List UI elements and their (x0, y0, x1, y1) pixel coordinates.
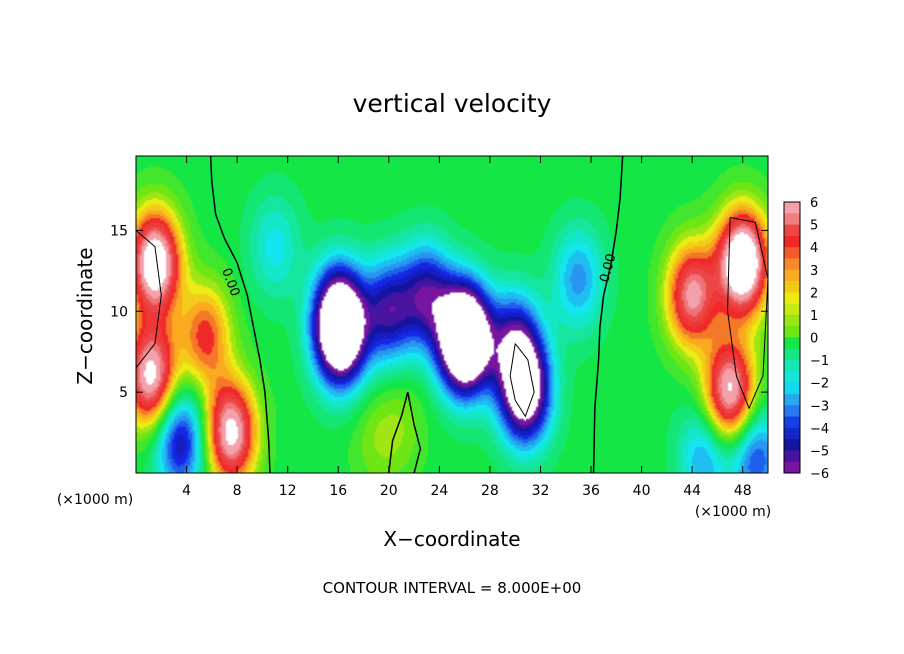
colorbar-tick-label: −1 (810, 354, 829, 369)
colorbar-tick-label: 2 (810, 286, 818, 301)
colorbar-tick-label: −5 (810, 444, 829, 459)
colorbar-tick-label: 4 (810, 241, 818, 256)
x-tick-label: 44 (683, 483, 701, 499)
colorbar-swatch (784, 213, 800, 226)
colorbar-swatch (784, 337, 800, 350)
x-tick-label: 12 (279, 483, 297, 499)
contour-interval-note: CONTOUR INTERVAL = 8.000E+00 (323, 579, 582, 597)
x-tick-label: 20 (380, 483, 398, 499)
x-tick-label: 8 (233, 483, 242, 499)
velocity-field (136, 156, 768, 473)
colorbar-swatch (784, 450, 800, 463)
x-tick-label: 48 (734, 483, 752, 499)
colorbar-tick-label: 0 (810, 332, 818, 347)
colorbar-swatch (784, 371, 800, 384)
colorbar-swatch (784, 202, 800, 214)
x-unit-label-left: (×1000 m) (57, 492, 133, 508)
colorbar (783, 201, 801, 474)
colorbar-tick-label: −6 (810, 467, 829, 482)
chart-title: vertical velocity (353, 89, 552, 118)
y-axis-label: Z−coordinate (73, 247, 97, 384)
colorbar-swatch (784, 405, 800, 418)
colorbar-tick-label: −2 (810, 377, 829, 392)
colorbar-swatch (784, 326, 800, 338)
contour-zero-right (592, 156, 624, 473)
colorbar-swatch (784, 247, 800, 259)
colorbar-swatch (784, 393, 800, 406)
x-tick-label: 28 (481, 483, 499, 499)
colorbar-swatch (784, 303, 800, 316)
y-tick-label: 10 (110, 304, 128, 320)
contour-zero-left (209, 156, 271, 473)
y-tick-label: 15 (110, 223, 128, 239)
x-unit-label-right: (×1000 m) (695, 504, 771, 520)
x-tick-label: 36 (582, 483, 600, 499)
colorbar-swatch (784, 269, 800, 282)
x-axis-label: X−coordinate (383, 527, 520, 551)
colorbar-tick-label: −3 (810, 399, 829, 414)
colorbar-swatch (784, 439, 800, 451)
x-axis-ticks: 4 8 12 16 20 24 28 32 36 40 44 48 (182, 156, 752, 499)
colorbar-tick-label: −4 (810, 422, 829, 437)
contour-label-right: 0.00 (597, 252, 619, 284)
colorbar-swatch (784, 416, 800, 429)
colorbar-swatch (784, 427, 800, 440)
plot-frame (135, 155, 769, 474)
x-tick-label: 16 (329, 483, 347, 499)
colorbar-tick-label: 3 (810, 264, 818, 279)
colorbar-swatch (784, 224, 800, 237)
y-tick-label: 5 (119, 385, 128, 401)
colorbar-tick-label: 6 (810, 196, 818, 211)
colorbar-swatch (784, 360, 800, 372)
contour-left-high (136, 230, 162, 369)
contour-right-high (727, 216, 768, 410)
x-tick-label: 40 (633, 483, 651, 499)
colorbar-swatch (784, 348, 800, 361)
colorbar-swatch (784, 461, 800, 474)
x-tick-label: 24 (430, 483, 448, 499)
contour-mid-low (509, 343, 535, 418)
contour-zero-mid (388, 391, 422, 473)
x-tick-label: 4 (182, 483, 191, 499)
colorbar-swatch (784, 235, 800, 248)
y-axis-ticks: 5 10 15 (110, 223, 768, 401)
colorbar-frame (783, 201, 801, 474)
colorbar-tick-label: 5 (810, 219, 818, 234)
colorbar-swatch (784, 314, 800, 327)
colorbar-swatch (784, 281, 800, 293)
colorbar-swatch (784, 382, 800, 395)
colorbar-tick-label: 1 (810, 309, 818, 324)
colorbar-ticks: 6 5 4 3 2 1 0 −1 −2 −3 −4 −5 −6 (810, 196, 829, 482)
colorbar-swatch (784, 258, 800, 271)
x-tick-label: 32 (532, 483, 550, 499)
colorbar-swatch (784, 292, 800, 305)
contour-lines (136, 156, 768, 473)
